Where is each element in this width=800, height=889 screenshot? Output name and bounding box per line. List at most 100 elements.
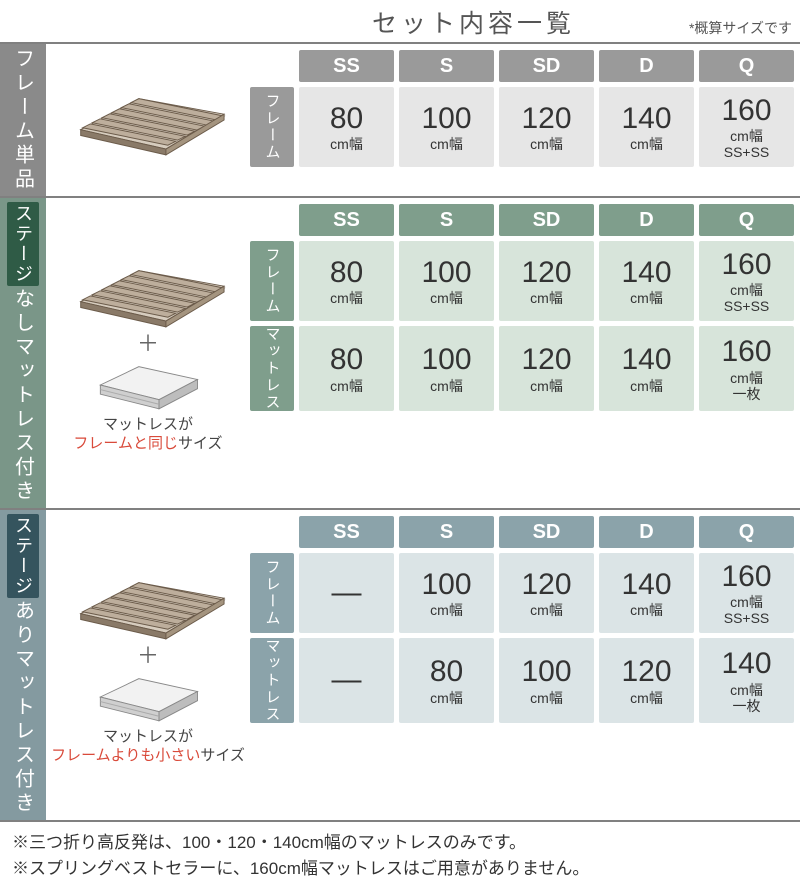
cell-number: 120	[621, 655, 671, 690]
cell-unit: cm幅	[430, 690, 463, 706]
header-spacer	[250, 516, 294, 548]
cell-number: 100	[421, 568, 471, 603]
size-header: SD	[499, 204, 594, 236]
cell-number: 80	[330, 343, 363, 378]
cell-unit: cm幅	[730, 682, 763, 698]
grid-row: フレーム80cm幅100cm幅120cm幅140cm幅160cm幅SS+SS	[250, 87, 794, 167]
grid-row: フレーム—100cm幅120cm幅140cm幅160cm幅SS+SS	[250, 553, 794, 633]
size-cell: 120cm幅	[599, 638, 694, 723]
cell-unit: cm幅	[630, 290, 663, 306]
cell-number: 140	[721, 647, 771, 682]
size-header: S	[399, 516, 494, 548]
grid-row: マットレス—80cm幅100cm幅120cm幅140cm幅一枚	[250, 638, 794, 723]
cell-number: 120	[521, 256, 571, 291]
page-title: セット内容一覧	[258, 4, 689, 40]
size-header: Q	[699, 516, 794, 548]
cell-number: 100	[421, 102, 471, 137]
size-cell: 100cm幅	[399, 553, 494, 633]
section-illust: ＋ マットレスがフレームと同じサイズ	[46, 198, 250, 508]
cell-number: 120	[521, 568, 571, 603]
cell-number: 140	[621, 568, 671, 603]
cell-unit: cm幅	[630, 602, 663, 618]
cell-number: 100	[521, 655, 571, 690]
vlabel-text: マットレス付き	[9, 648, 38, 816]
cell-unit: cm幅	[430, 290, 463, 306]
section-illust: ＋ マットレスがフレームよりも小さいサイズ	[46, 510, 250, 820]
cell-unit: cm幅	[530, 136, 563, 152]
size-grid: SSSSDDQフレーム—100cm幅120cm幅140cm幅160cm幅SS+S…	[250, 510, 800, 820]
grid-row: マットレス80cm幅100cm幅120cm幅140cm幅160cm幅一枚	[250, 326, 794, 411]
size-cell: 120cm幅	[499, 553, 594, 633]
size-cell: 80cm幅	[299, 87, 394, 167]
size-cell: 100cm幅	[399, 87, 494, 167]
sections-container: フレーム単品 SSSSDDQフレーム80cm幅100cm幅120cm幅140cm…	[0, 44, 800, 822]
cell-number: 100	[421, 256, 471, 291]
cell-unit: cm幅	[630, 378, 663, 394]
size-header: SD	[499, 516, 594, 548]
grid-row: フレーム80cm幅100cm幅120cm幅140cm幅160cm幅SS+SS	[250, 241, 794, 321]
size-cell: 80cm幅	[299, 326, 394, 411]
size-cell: 160cm幅SS+SS	[699, 241, 794, 321]
cell-unit: cm幅	[730, 128, 763, 144]
cell-number: 160	[721, 248, 771, 283]
cell-number: 140	[621, 102, 671, 137]
header-row: SSSSDDQ	[250, 50, 794, 82]
size-cell: 160cm幅一枚	[699, 326, 794, 411]
size-cell: 140cm幅	[599, 553, 694, 633]
cell-number: 160	[721, 94, 771, 129]
cell-number: 140	[621, 256, 671, 291]
cell-unit: cm幅	[630, 690, 663, 706]
size-header: Q	[699, 50, 794, 82]
size-cell: 120cm幅	[499, 326, 594, 411]
cell-unit: cm幅	[530, 690, 563, 706]
row-label: フレーム	[250, 553, 294, 633]
stage-status: あり	[9, 600, 38, 648]
size-header: Q	[699, 204, 794, 236]
section-stage-nashi: ステージなし マットレス付き ＋ マットレスがフレームと同じサイズSSSSDDQ…	[0, 198, 800, 510]
size-cell: 100cm幅	[399, 241, 494, 321]
page-subtitle: *概算サイズです	[689, 18, 792, 40]
bed-frame-icon	[71, 565, 226, 643]
size-cell: 80cm幅	[399, 638, 494, 723]
cell-extra: 一枚	[733, 698, 761, 714]
size-cell: 140cm幅	[599, 326, 694, 411]
cell-extra: 一枚	[733, 386, 761, 402]
cell-number: 160	[721, 335, 771, 370]
footnote-1: ※三つ折り高反発は、100・120・140cm幅のマットレスのみです。	[12, 830, 788, 856]
cell-dash: —	[332, 663, 362, 698]
size-header: S	[399, 204, 494, 236]
size-header: SS	[299, 516, 394, 548]
size-cell: 100cm幅	[499, 638, 594, 723]
size-grid: SSSSDDQフレーム80cm幅100cm幅120cm幅140cm幅160cm幅…	[250, 198, 800, 508]
size-cell: —	[299, 553, 394, 633]
size-cell: 140cm幅	[599, 87, 694, 167]
plus-icon: ＋	[137, 333, 159, 355]
header-row: SSSSDDQ	[250, 516, 794, 548]
section-frame-only: フレーム単品 SSSSDDQフレーム80cm幅100cm幅120cm幅140cm…	[0, 44, 800, 198]
cell-unit: cm幅	[530, 378, 563, 394]
mattress-icon	[93, 357, 203, 413]
section-vlabel: ステージあり マットレス付き	[0, 510, 46, 820]
vlabel-text: マットレス付き	[9, 336, 38, 504]
bed-frame-icon	[71, 253, 226, 331]
header-spacer	[250, 204, 294, 236]
size-cell: 140cm幅一枚	[699, 638, 794, 723]
vlabel-text: フレーム単品	[9, 48, 38, 192]
mattress-icon	[93, 669, 203, 725]
size-cell: 120cm幅	[499, 241, 594, 321]
row-label: フレーム	[250, 241, 294, 321]
size-cell: 100cm幅	[399, 326, 494, 411]
size-header: SD	[499, 50, 594, 82]
size-cell: 160cm幅SS+SS	[699, 553, 794, 633]
title-row: セット内容一覧 *概算サイズです	[0, 0, 800, 44]
cell-extra: SS+SS	[724, 144, 770, 160]
cell-number: 120	[521, 102, 571, 137]
size-header: D	[599, 516, 694, 548]
cell-unit: cm幅	[730, 282, 763, 298]
size-header: D	[599, 50, 694, 82]
size-header: SS	[299, 204, 394, 236]
cell-unit: cm幅	[530, 290, 563, 306]
section-illust	[46, 44, 250, 196]
cell-unit: cm幅	[730, 594, 763, 610]
size-cell: 160cm幅SS+SS	[699, 87, 794, 167]
